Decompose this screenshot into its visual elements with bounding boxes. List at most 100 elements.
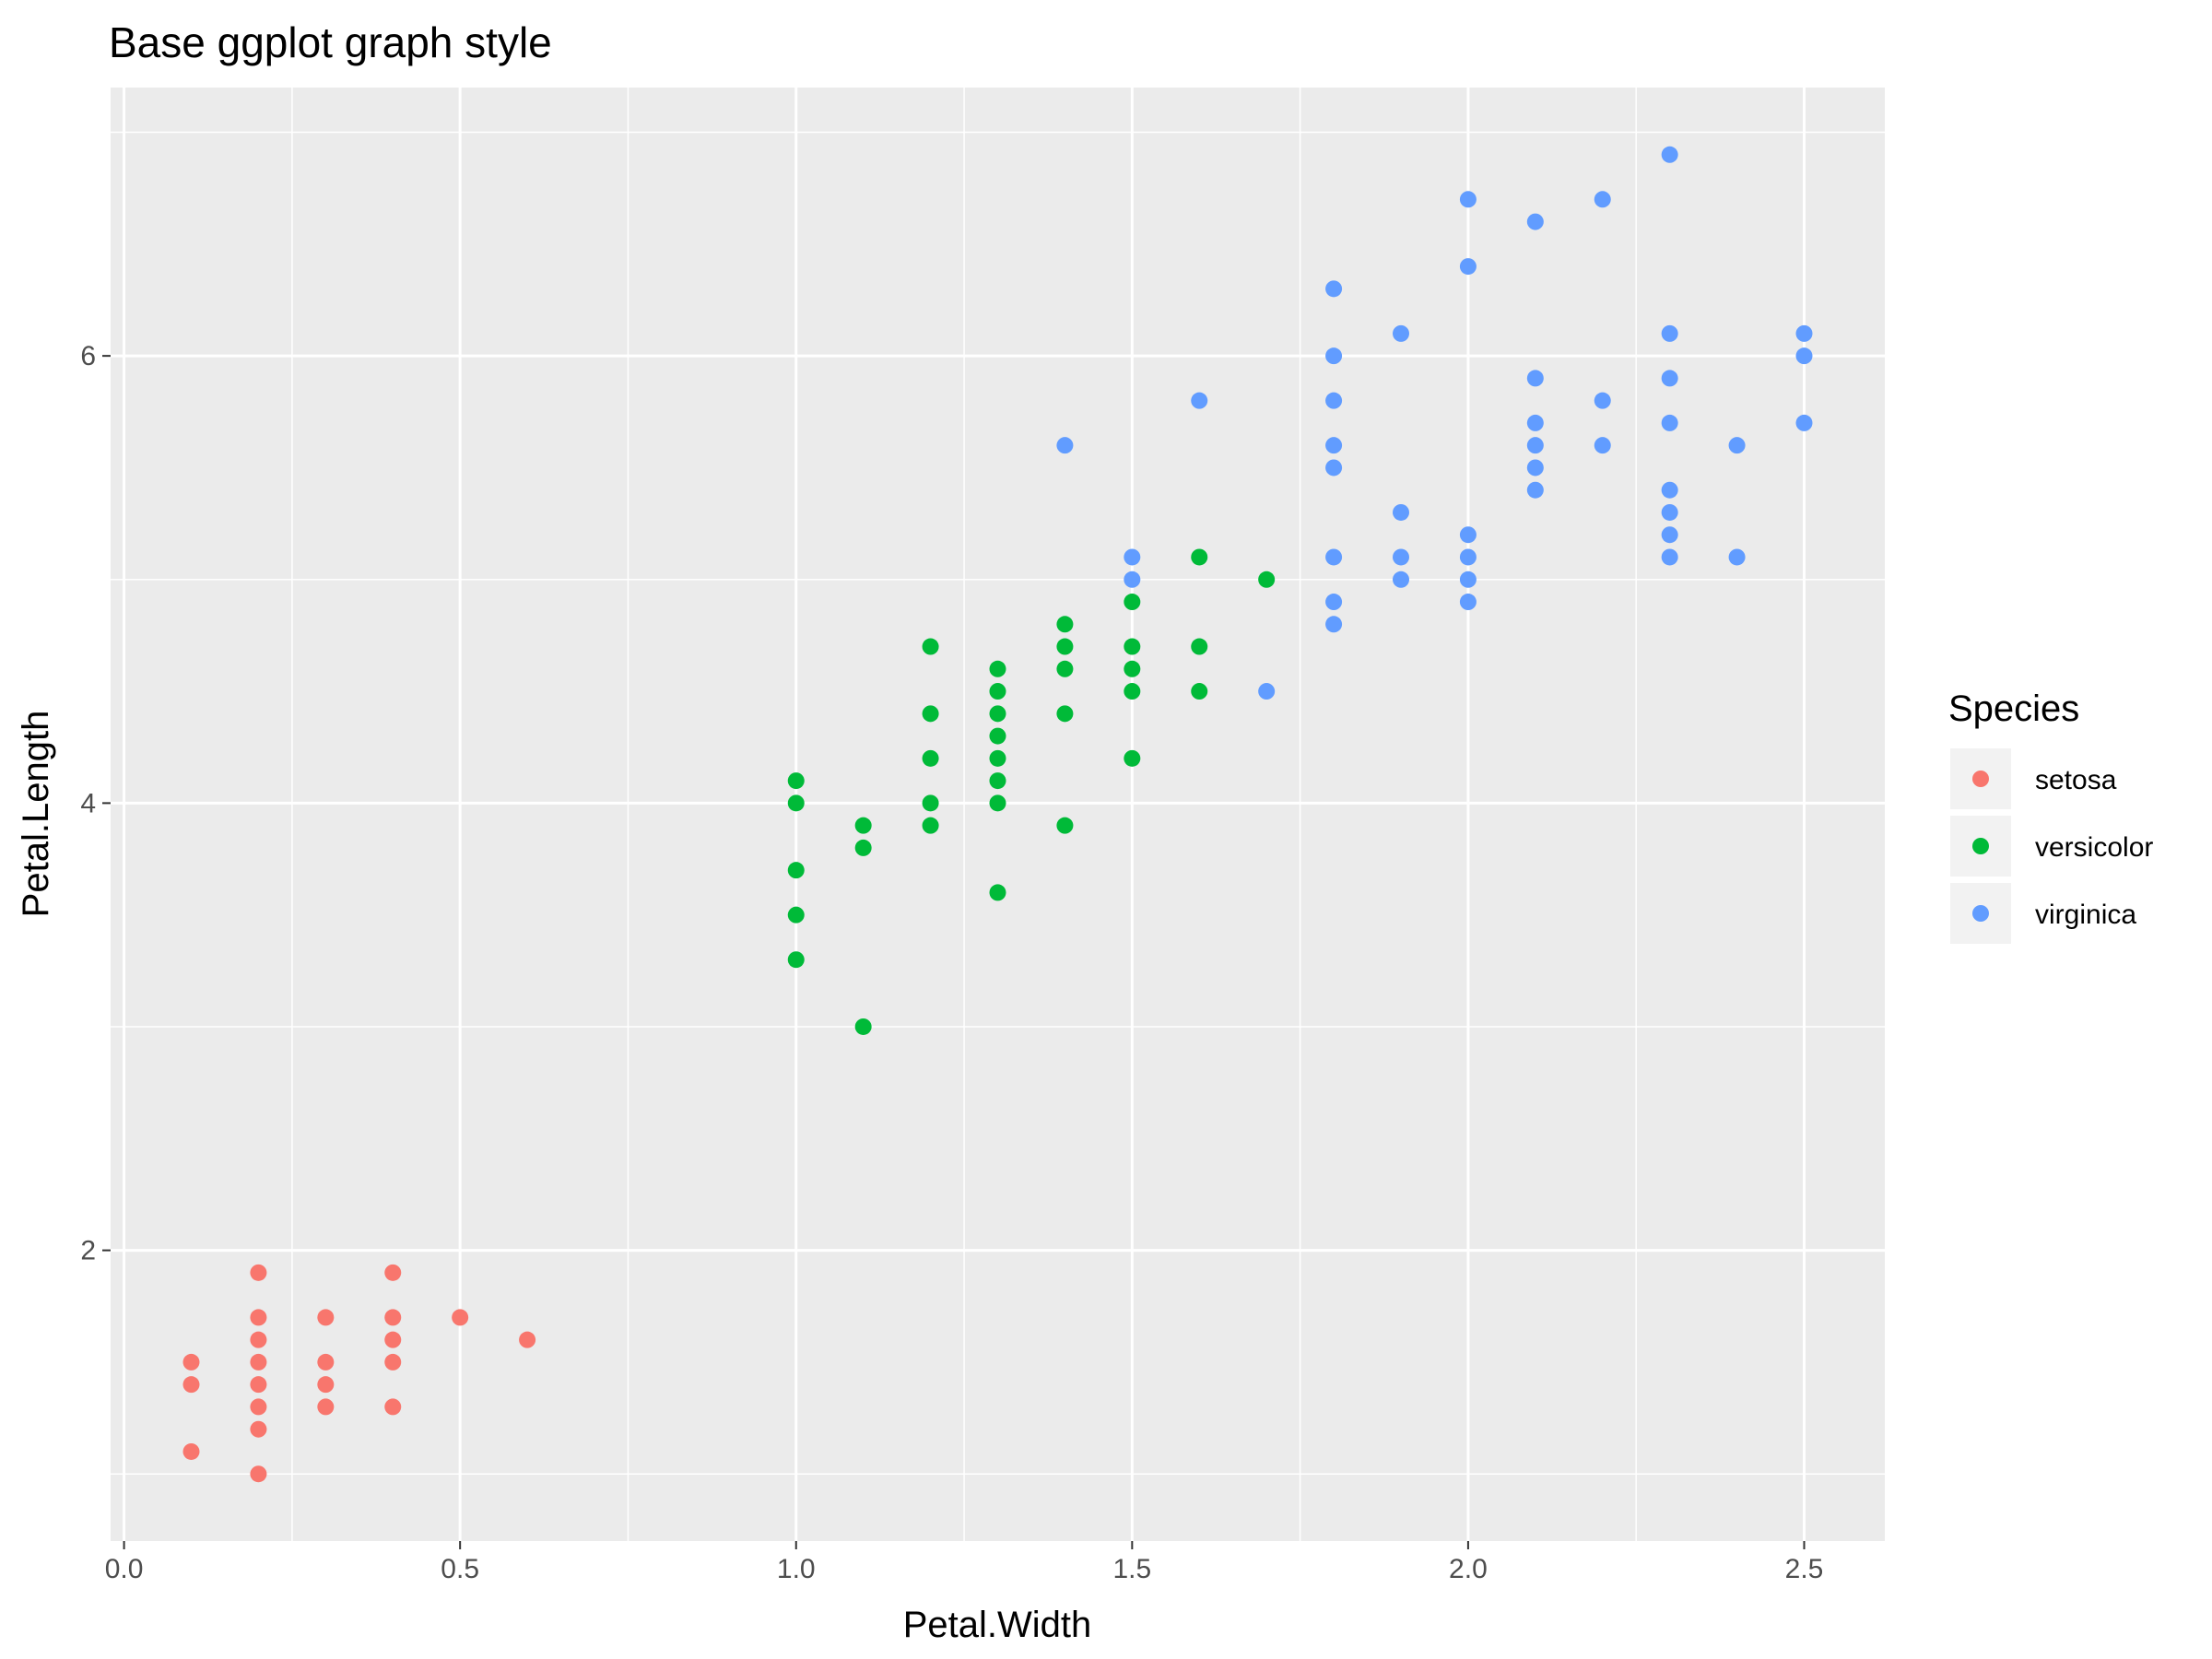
point-versicolor (1056, 638, 1074, 655)
point-versicolor (854, 1018, 872, 1035)
point-virginica (1526, 459, 1544, 477)
point-setosa (250, 1309, 267, 1326)
point-setosa (384, 1331, 402, 1348)
y-axis: 2 4 6 (80, 341, 111, 1266)
point-setosa (452, 1309, 469, 1326)
point-virginica (1661, 481, 1678, 499)
point-virginica (1526, 437, 1544, 454)
point-versicolor (1191, 683, 1208, 700)
legend-label-virginica: virginica (2035, 900, 2136, 930)
point-versicolor (1056, 660, 1074, 677)
point-virginica (1526, 213, 1544, 230)
point-virginica (1459, 594, 1477, 611)
point-virginica (1325, 280, 1343, 298)
legend: Species setosa versicolor virginica (1948, 688, 2153, 944)
point-virginica (1795, 347, 1813, 365)
legend-marker-setosa (1972, 771, 1989, 787)
point-versicolor (1258, 571, 1276, 588)
point-versicolor (1124, 683, 1141, 700)
point-setosa (384, 1398, 402, 1416)
point-virginica (1459, 571, 1477, 588)
point-virginica (1459, 548, 1477, 566)
point-setosa (250, 1376, 267, 1394)
point-versicolor (787, 794, 805, 812)
point-virginica (1325, 594, 1343, 611)
point-virginica (1393, 548, 1409, 566)
data-points (182, 146, 1813, 1483)
point-versicolor (922, 794, 939, 812)
point-virginica (1526, 370, 1544, 387)
x-tick-label: 0.0 (105, 1554, 144, 1584)
point-setosa (384, 1353, 402, 1371)
x-axis-title: Petal.Width (903, 1605, 1092, 1645)
x-tick-label: 2.5 (1785, 1554, 1824, 1584)
chart-title: Base ggplot graph style (109, 18, 552, 66)
point-virginica (1594, 392, 1611, 409)
point-virginica (1124, 548, 1141, 566)
plot-panel (111, 88, 1885, 1541)
point-virginica (1325, 347, 1343, 365)
point-versicolor (1191, 638, 1208, 655)
point-versicolor (787, 906, 805, 924)
point-setosa (384, 1309, 402, 1326)
point-setosa (250, 1398, 267, 1416)
y-tick-label: 6 (80, 341, 96, 371)
point-versicolor (1124, 594, 1141, 611)
legend-label-setosa: setosa (2035, 765, 2117, 795)
point-virginica (1526, 414, 1544, 431)
point-versicolor (989, 705, 1006, 723)
x-axis: 0.0 0.5 1.0 1.5 2.0 2.5 (105, 1541, 1824, 1584)
point-setosa (182, 1376, 200, 1394)
point-virginica (1459, 258, 1477, 276)
point-versicolor (1191, 548, 1208, 566)
point-versicolor (1056, 616, 1074, 633)
point-virginica (1661, 548, 1678, 566)
y-tick-label: 2 (80, 1236, 96, 1266)
y-tick-label: 4 (80, 788, 96, 818)
point-versicolor (1124, 660, 1141, 677)
point-virginica (1661, 324, 1678, 342)
legend-title: Species (1948, 688, 2079, 729)
point-setosa (317, 1309, 335, 1326)
point-virginica (1661, 146, 1678, 163)
point-versicolor (989, 749, 1006, 767)
point-virginica (1728, 437, 1746, 454)
point-virginica (1594, 191, 1611, 208)
point-virginica (1795, 414, 1813, 431)
point-virginica (1594, 437, 1611, 454)
y-axis-title: Petal.Length (16, 711, 56, 918)
point-virginica (1661, 370, 1678, 387)
point-versicolor (1056, 817, 1074, 834)
point-versicolor (989, 727, 1006, 745)
point-virginica (1325, 392, 1343, 409)
point-setosa (384, 1264, 402, 1281)
point-setosa (182, 1353, 200, 1371)
x-tick-label: 2.0 (1449, 1554, 1488, 1584)
point-virginica (1325, 459, 1343, 477)
point-versicolor (1124, 638, 1141, 655)
legend-marker-virginica (1972, 905, 1989, 922)
point-setosa (250, 1353, 267, 1371)
point-versicolor (989, 772, 1006, 790)
point-virginica (1459, 526, 1477, 544)
point-versicolor (854, 817, 872, 834)
point-virginica (1393, 571, 1409, 588)
point-setosa (317, 1353, 335, 1371)
point-virginica (1526, 481, 1544, 499)
point-setosa (519, 1331, 536, 1348)
point-versicolor (989, 683, 1006, 700)
point-versicolor (989, 660, 1006, 677)
legend-label-versicolor: versicolor (2035, 832, 2153, 863)
point-virginica (1795, 324, 1813, 342)
point-versicolor (787, 951, 805, 969)
point-versicolor (922, 638, 939, 655)
point-virginica (1056, 437, 1074, 454)
point-setosa (250, 1264, 267, 1281)
point-virginica (1325, 437, 1343, 454)
point-setosa (250, 1331, 267, 1348)
point-virginica (1325, 616, 1343, 633)
point-versicolor (787, 862, 805, 879)
point-versicolor (922, 705, 939, 723)
point-versicolor (1056, 705, 1074, 723)
